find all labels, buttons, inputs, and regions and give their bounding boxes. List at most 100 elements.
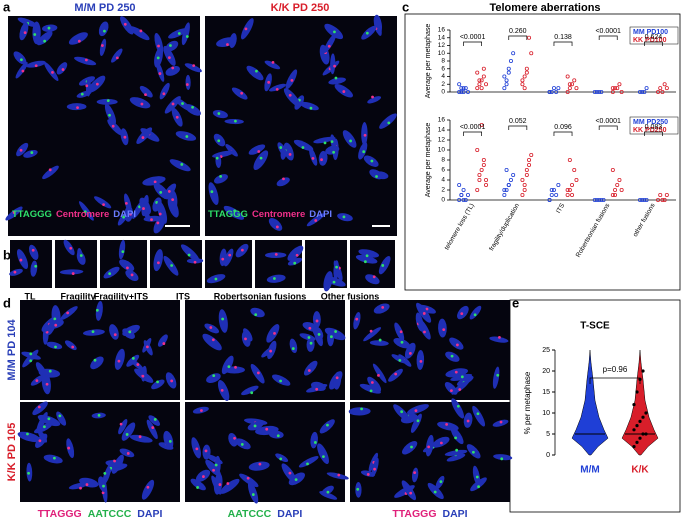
signal (66, 311, 70, 315)
dot (599, 197, 604, 202)
dot (617, 177, 622, 182)
chromosome (299, 333, 316, 341)
signal (410, 445, 413, 449)
chromosome (472, 405, 486, 427)
signal (271, 60, 275, 64)
signal (175, 115, 179, 119)
chromosome (190, 478, 206, 491)
dot (484, 82, 489, 87)
signal (180, 163, 184, 166)
chromosome (184, 63, 202, 73)
caption-word: TTAGGG (38, 508, 82, 520)
y-tick-label: 2 (441, 81, 445, 88)
signal (156, 221, 160, 225)
dot (484, 177, 489, 182)
signal (27, 471, 30, 475)
signal (476, 412, 480, 416)
signal (279, 379, 282, 383)
chromosome (378, 255, 391, 275)
signal (422, 312, 426, 315)
stain-word: Centromere (56, 209, 109, 220)
signal (19, 148, 23, 152)
chromosome (470, 477, 487, 492)
caption: Robertsonian fusions (214, 291, 307, 301)
panel-label: e (512, 295, 519, 310)
dot (632, 403, 636, 407)
signal (373, 467, 376, 471)
dot (601, 197, 606, 202)
y-axis-label: % per metaphase (523, 371, 532, 434)
p-value: 0.052 (509, 118, 527, 125)
stain-word: DAPI (309, 209, 332, 220)
signal (113, 459, 116, 463)
signal (265, 427, 269, 431)
chromosome (32, 21, 41, 45)
signal (125, 433, 129, 436)
chromosome (212, 110, 228, 119)
signal (100, 44, 104, 47)
signal (34, 64, 38, 68)
dot (644, 197, 649, 202)
chromosome (129, 434, 153, 443)
chromosome (268, 430, 284, 439)
signal (20, 58, 23, 62)
chromosome (184, 104, 201, 116)
dot (660, 90, 665, 95)
dot (508, 177, 513, 182)
chromosome (104, 103, 117, 125)
p-value: <0.0001 (460, 34, 486, 41)
bracket (644, 41, 663, 46)
chromosome (15, 62, 28, 79)
signal (335, 376, 339, 380)
signal (387, 121, 391, 125)
chromosome (417, 318, 431, 340)
signal (215, 156, 219, 160)
caption: Fragility+ITS (94, 291, 148, 301)
signal (51, 70, 54, 74)
signal (226, 482, 230, 485)
signal (58, 414, 62, 418)
signal (171, 198, 175, 202)
dot (465, 90, 470, 95)
chromosome (99, 38, 107, 56)
dot (597, 197, 602, 202)
signal (369, 389, 373, 393)
signal (79, 486, 82, 490)
chromosome (217, 380, 230, 401)
dot (638, 419, 642, 423)
dot (641, 369, 645, 373)
chromosome (169, 159, 191, 172)
signal (79, 254, 83, 257)
signal (433, 490, 437, 494)
chromosome (95, 301, 103, 321)
chromosome (59, 269, 84, 275)
signal (472, 450, 475, 454)
chromosome (225, 144, 238, 157)
chromosome (163, 45, 176, 66)
signal (330, 140, 334, 144)
x-tick-label: fragility/duplication (488, 202, 521, 252)
signal (196, 486, 199, 489)
chromosome (17, 431, 41, 443)
signal (342, 90, 346, 93)
signal (233, 436, 236, 440)
chromosome (241, 385, 259, 396)
signal (54, 345, 57, 349)
signal (54, 323, 58, 327)
chromosome (275, 453, 289, 463)
signal (369, 329, 373, 333)
signal (423, 330, 426, 334)
chromosome (379, 113, 397, 129)
signal (142, 207, 145, 210)
signal (294, 478, 298, 482)
signal (246, 476, 250, 480)
signal (279, 146, 283, 149)
dot (640, 197, 645, 202)
chromosome (318, 150, 328, 166)
signal (177, 32, 181, 35)
caption: TL (25, 291, 36, 301)
dot (613, 192, 618, 197)
signal (244, 337, 247, 341)
signal (95, 308, 99, 312)
signal (191, 105, 194, 109)
